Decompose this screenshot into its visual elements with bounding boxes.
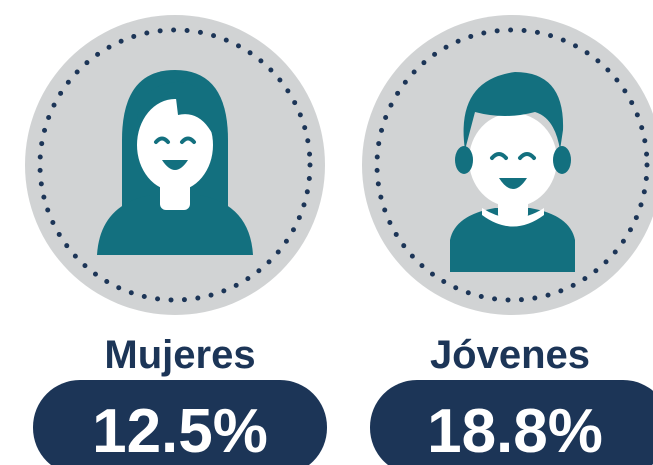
dotted-ring	[37, 27, 313, 303]
value-pill	[33, 380, 327, 465]
item-label: Mujeres	[104, 333, 255, 377]
dotted-ring	[374, 27, 650, 303]
item-label: Jóvenes	[430, 333, 590, 377]
value-pill	[370, 380, 653, 465]
content: Mujeres Jóvenes 12.5% 18.8%	[25, 15, 653, 465]
item-value: 12.5%	[92, 397, 268, 465]
item-value: 18.8%	[427, 397, 603, 465]
boy-icon	[450, 72, 575, 272]
woman-icon	[97, 70, 253, 255]
